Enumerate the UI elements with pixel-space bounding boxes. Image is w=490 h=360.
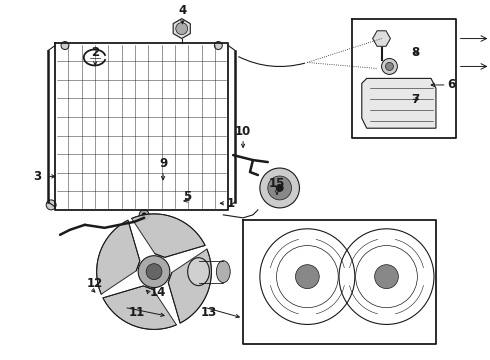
Text: 11: 11 (128, 306, 145, 319)
Circle shape (386, 62, 393, 71)
Polygon shape (97, 220, 140, 294)
Circle shape (276, 184, 284, 192)
Circle shape (260, 168, 299, 208)
Text: 12: 12 (87, 278, 103, 291)
Polygon shape (173, 19, 190, 39)
Circle shape (146, 264, 162, 280)
Text: 14: 14 (150, 287, 167, 300)
Circle shape (268, 176, 292, 200)
Ellipse shape (217, 261, 230, 283)
Text: 6: 6 (447, 78, 456, 91)
Circle shape (176, 23, 188, 35)
Circle shape (46, 200, 56, 210)
Circle shape (382, 58, 397, 75)
Circle shape (138, 256, 170, 288)
Ellipse shape (188, 258, 209, 285)
Polygon shape (103, 286, 176, 329)
Text: 3: 3 (33, 170, 41, 183)
Circle shape (142, 212, 147, 217)
Text: 13: 13 (201, 306, 217, 319)
Text: 10: 10 (235, 125, 251, 138)
Circle shape (295, 265, 319, 289)
Text: 9: 9 (159, 157, 167, 170)
Circle shape (214, 41, 222, 50)
Text: 7: 7 (411, 93, 419, 106)
Text: 5: 5 (183, 190, 192, 203)
Circle shape (139, 210, 149, 220)
Text: 2: 2 (91, 46, 99, 59)
Polygon shape (362, 78, 436, 128)
Text: 15: 15 (269, 177, 285, 190)
Circle shape (61, 41, 69, 50)
Text: 4: 4 (178, 4, 187, 17)
Polygon shape (373, 31, 391, 46)
Polygon shape (132, 214, 205, 257)
Text: 1: 1 (227, 197, 235, 210)
Circle shape (375, 265, 398, 289)
Polygon shape (168, 249, 211, 323)
Text: 8: 8 (411, 46, 419, 59)
